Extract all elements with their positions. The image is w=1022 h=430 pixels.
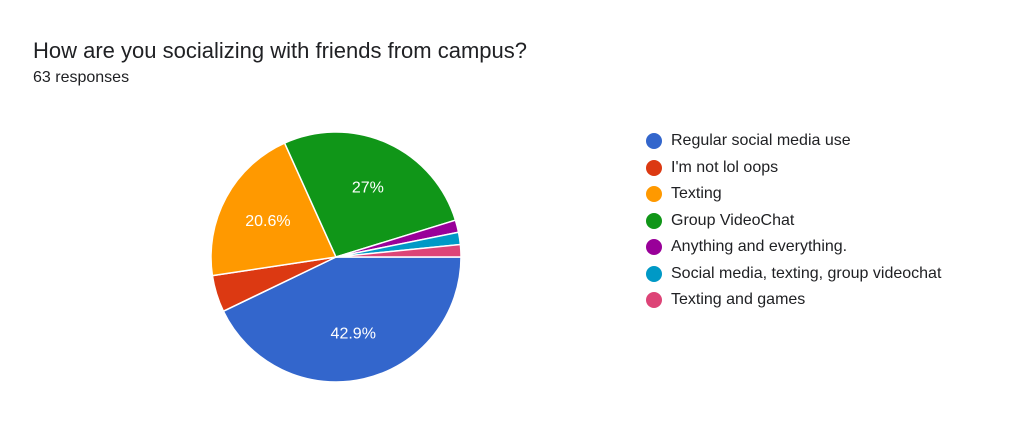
pie-slice-percent-label: 20.6% xyxy=(245,213,290,230)
legend-label: I'm not lol oops xyxy=(671,158,779,176)
legend-item[interactable]: Social media, texting, group videochat xyxy=(646,261,941,288)
legend-swatch-icon xyxy=(646,186,662,203)
legend-label: Group VideoChat xyxy=(671,211,795,229)
pie-slice-texting[interactable] xyxy=(210,142,338,277)
legend-item[interactable]: Anything and everything. xyxy=(646,234,941,261)
pie-slice-group-videochat[interactable] xyxy=(283,131,457,258)
legend-label: Texting and games xyxy=(671,291,806,309)
legend-swatch-icon xyxy=(646,292,662,309)
legend-item[interactable]: Regular social media use xyxy=(646,128,941,155)
response-count: 63 responses xyxy=(33,69,130,86)
legend-label: Anything and everything. xyxy=(671,238,848,256)
pie-slice-regular-social-media-use[interactable] xyxy=(222,256,462,383)
legend-item[interactable]: Texting xyxy=(646,181,941,208)
legend-swatch-icon xyxy=(646,159,662,176)
question-title: How are you socializing with friends fro… xyxy=(33,38,527,63)
pie-slice-percent-label: 27% xyxy=(352,179,384,196)
pie-slices xyxy=(210,131,462,383)
legend-swatch-icon xyxy=(646,133,662,150)
legend-item[interactable]: I'm not lol oops xyxy=(646,155,941,182)
legend-label: Regular social media use xyxy=(671,132,851,150)
legend-label: Social media, texting, group videochat xyxy=(671,264,942,282)
chart-legend: Regular social media use I'm not lol oops… xyxy=(646,128,941,314)
pie-slice-labels: 42.9% 20.6% 27% xyxy=(245,179,384,342)
legend-item[interactable]: Texting and games xyxy=(646,287,941,314)
pie-slice-percent-label: 42.9% xyxy=(331,326,376,343)
pie-slice-texting-and-games[interactable] xyxy=(335,243,462,258)
legend-swatch-icon xyxy=(646,265,662,282)
legend-label: Texting xyxy=(671,185,722,203)
legend-swatch-icon xyxy=(646,212,662,229)
legend-item[interactable]: Group VideoChat xyxy=(646,208,941,235)
legend-swatch-icon xyxy=(646,239,662,256)
